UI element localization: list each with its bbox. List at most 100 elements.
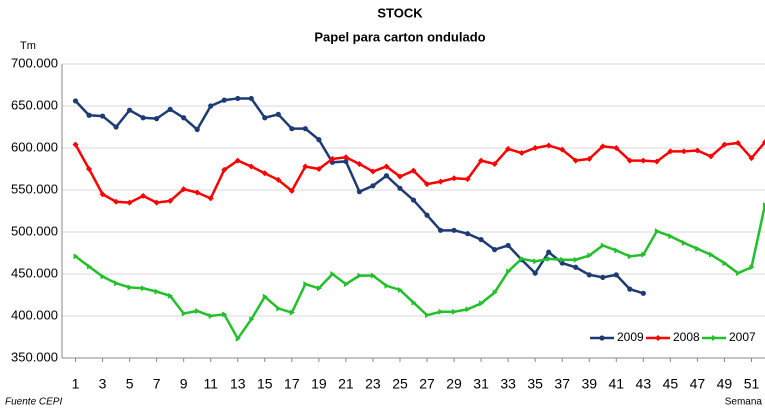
point xyxy=(573,264,579,270)
point xyxy=(316,285,322,292)
point xyxy=(343,281,349,288)
x-axis-label: Semana xyxy=(725,397,763,408)
point xyxy=(248,163,255,170)
y-tick-label: 500.000 xyxy=(11,223,58,238)
point xyxy=(695,245,701,252)
point xyxy=(113,198,120,205)
point xyxy=(451,175,458,182)
x-tick-label: 29 xyxy=(446,376,462,392)
point xyxy=(451,227,457,233)
point xyxy=(208,313,214,319)
point xyxy=(261,170,268,177)
source-note: Fuente CEPI xyxy=(5,397,62,408)
x-tick-label: 5 xyxy=(126,376,134,392)
series-line xyxy=(74,141,765,204)
x-tick-label: 43 xyxy=(636,376,652,392)
point xyxy=(276,305,282,312)
x-tick-label: 15 xyxy=(257,376,273,392)
point xyxy=(86,166,93,172)
x-tick-label: 31 xyxy=(473,376,489,392)
point xyxy=(506,268,512,275)
point xyxy=(249,316,255,323)
point xyxy=(181,310,187,317)
point xyxy=(126,107,133,113)
point xyxy=(668,233,674,240)
point xyxy=(505,242,511,249)
y-tick-label: 350.000 xyxy=(11,349,58,364)
series-line xyxy=(74,204,765,342)
point xyxy=(599,143,606,150)
legend-label: 2007 xyxy=(729,330,756,344)
point xyxy=(667,148,674,155)
point xyxy=(316,137,322,143)
point xyxy=(546,249,552,255)
point xyxy=(627,253,633,260)
point xyxy=(127,284,133,291)
point xyxy=(464,231,471,237)
point xyxy=(532,145,539,151)
point xyxy=(600,242,606,249)
point xyxy=(680,148,687,155)
x-tick-label: 1 xyxy=(72,376,80,392)
point xyxy=(288,187,295,194)
x-tick-label: 9 xyxy=(180,376,188,392)
point xyxy=(559,146,566,153)
x-tick-label: 51 xyxy=(744,376,760,392)
x-tick-label: 39 xyxy=(581,376,597,392)
x-tick-label: 47 xyxy=(690,376,706,392)
point xyxy=(479,300,485,307)
point xyxy=(248,95,254,102)
point xyxy=(302,163,309,170)
point xyxy=(383,173,390,179)
y-tick-label: 400.000 xyxy=(11,307,58,322)
point xyxy=(126,199,133,206)
point xyxy=(641,251,647,258)
point xyxy=(438,308,444,315)
x-tick-label: 49 xyxy=(717,376,733,392)
point xyxy=(140,115,146,121)
point xyxy=(330,271,336,277)
point xyxy=(749,264,755,271)
legend-marker xyxy=(599,335,605,341)
x-tick-label: 25 xyxy=(392,376,408,392)
point xyxy=(396,173,403,180)
y-axis-label: Tm xyxy=(20,40,36,52)
point xyxy=(748,155,755,162)
point xyxy=(478,236,484,243)
point xyxy=(343,158,349,165)
legend-marker xyxy=(655,335,661,341)
point xyxy=(370,183,376,189)
point xyxy=(262,115,268,121)
legend-label: 2008 xyxy=(673,330,700,344)
point xyxy=(167,106,173,112)
x-tick-label: 7 xyxy=(153,376,161,392)
point xyxy=(195,307,201,314)
point xyxy=(411,299,417,306)
point xyxy=(114,280,120,287)
point xyxy=(262,293,268,300)
point xyxy=(384,282,390,289)
point xyxy=(694,147,701,154)
point xyxy=(613,145,620,151)
point xyxy=(208,103,214,109)
point xyxy=(560,256,566,263)
chart-title: STOCK xyxy=(377,5,423,20)
point xyxy=(654,228,660,235)
point xyxy=(505,145,512,152)
point xyxy=(302,126,308,132)
point xyxy=(342,154,349,161)
x-tick-label: 23 xyxy=(365,376,381,392)
x-tick-label: 45 xyxy=(663,376,679,392)
point xyxy=(681,239,687,246)
y-tick-label: 650.000 xyxy=(11,97,58,112)
x-tick-label: 27 xyxy=(419,376,435,392)
point xyxy=(397,286,403,293)
point xyxy=(721,141,728,148)
point xyxy=(653,158,660,165)
point xyxy=(626,157,633,164)
point xyxy=(735,270,741,277)
point xyxy=(640,290,646,296)
point xyxy=(613,272,619,278)
point xyxy=(370,272,376,279)
